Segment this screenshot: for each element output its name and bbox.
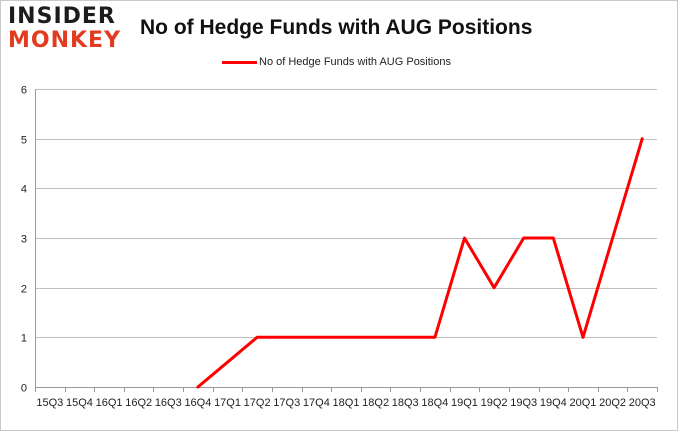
x-tick-label: 18Q1 — [333, 397, 360, 409]
y-tick-label: 6 — [21, 85, 27, 97]
y-tick-label: 2 — [21, 284, 27, 296]
x-tick-label: 17Q2 — [244, 397, 271, 409]
x-tick-label: 15Q3 — [36, 397, 63, 409]
x-tick-label: 19Q2 — [481, 397, 508, 409]
logo-text-insider: INSIDER — [8, 4, 116, 29]
x-tick-label: 17Q3 — [273, 397, 300, 409]
x-tick-label: 16Q2 — [125, 397, 152, 409]
x-tick-label: 18Q3 — [392, 397, 419, 409]
legend-swatch — [222, 60, 257, 64]
y-tick-label: 5 — [21, 135, 27, 147]
logo-text-monkey: MONKEY — [8, 28, 122, 53]
y-tick-label: 1 — [21, 333, 27, 345]
x-tick-label: 20Q2 — [599, 397, 626, 409]
x-tick-label: 20Q1 — [569, 397, 596, 409]
x-tick-label: 17Q1 — [214, 397, 241, 409]
x-tick-label: 16Q1 — [96, 397, 123, 409]
y-tick-label: 0 — [21, 383, 27, 395]
x-tick-label: 20Q3 — [629, 397, 656, 409]
grid-lines — [35, 89, 657, 338]
x-tick-label: 16Q3 — [155, 397, 182, 409]
x-tick-label: 18Q2 — [362, 397, 389, 409]
insider-monkey-logo: INSIDER MONKEY — [8, 6, 128, 54]
x-tick-labels: 15Q3 15Q4 16Q1 16Q2 16Q3 16Q4 17Q1 17Q2 17Q3 17Q4… — [36, 397, 655, 409]
x-tick-label: 17Q4 — [303, 397, 330, 409]
x-tick-label: 15Q4 — [66, 397, 93, 409]
x-tick-label: 18Q4 — [421, 397, 448, 409]
y-tick-label: 3 — [21, 234, 27, 246]
legend-label: No of Hedge Funds with AUG Positions — [259, 56, 451, 68]
x-tick-label: 16Q4 — [184, 397, 211, 409]
y-tick-labels: 0 1 2 3 4 5 6 — [21, 85, 27, 395]
series-line — [196, 137, 644, 389]
x-tick-label: 19Q4 — [540, 397, 567, 409]
x-tick-label: 19Q3 — [510, 397, 537, 409]
chart-legend: No of Hedge Funds with AUG Positions — [222, 54, 451, 70]
y-tick-label: 4 — [21, 184, 27, 196]
x-tick-label: 19Q1 — [451, 397, 478, 409]
axes — [35, 89, 658, 392]
series-lines — [196, 137, 644, 389]
chart-title: No of Hedge Funds with AUG Positions — [140, 16, 533, 39]
